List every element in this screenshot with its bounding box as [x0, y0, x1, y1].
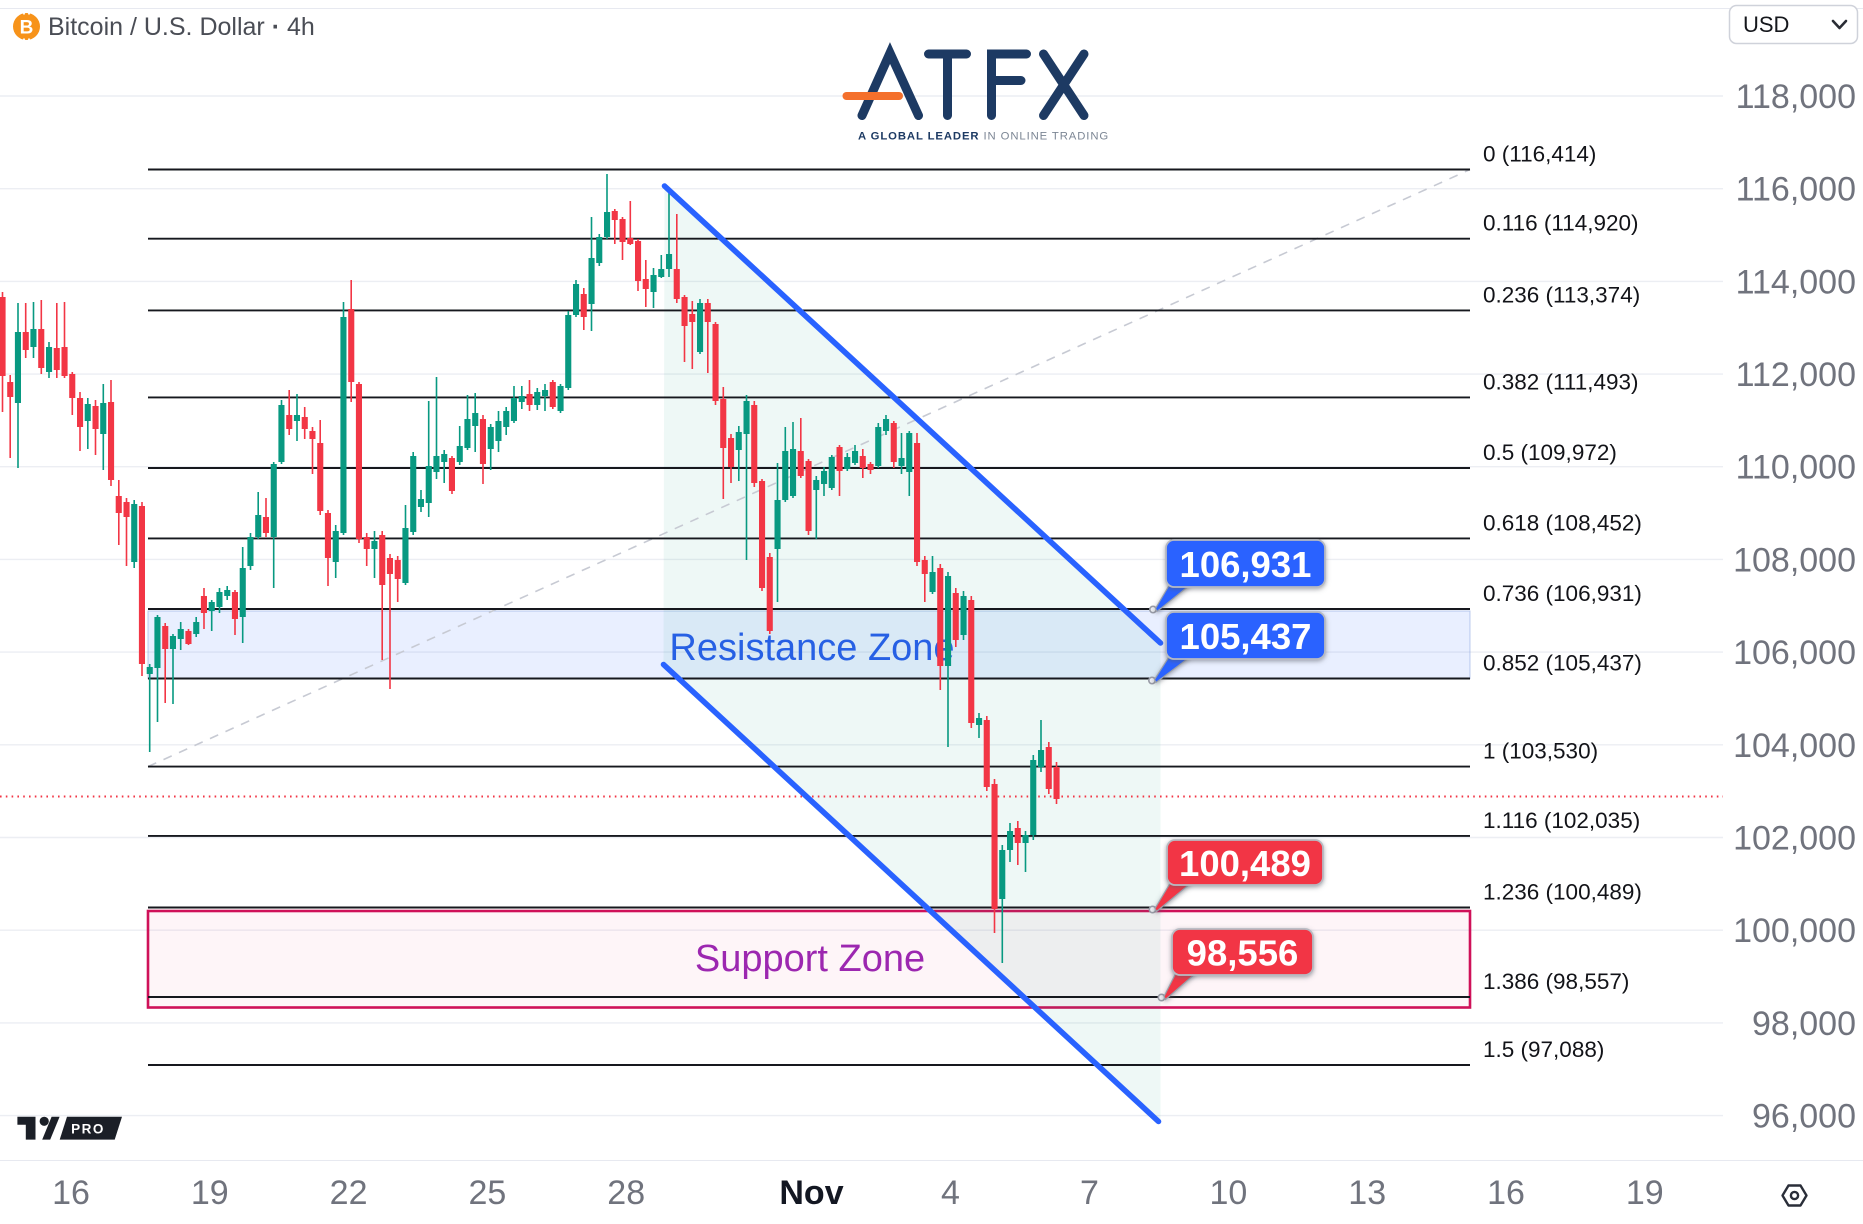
svg-text:A GLOBAL LEADER IN ONLINE TRAD: A GLOBAL LEADER IN ONLINE TRADING	[858, 131, 1109, 143]
svg-text:0.236 (113,374): 0.236 (113,374)	[1483, 282, 1640, 307]
svg-text:PRO: PRO	[71, 1122, 105, 1137]
svg-text:Resistance Zone: Resistance Zone	[669, 627, 954, 669]
svg-text:25: 25	[468, 1174, 506, 1212]
svg-text:1.5 (97,088): 1.5 (97,088)	[1483, 1037, 1604, 1062]
svg-text:1.386 (98,557): 1.386 (98,557)	[1483, 969, 1629, 994]
svg-text:0.116 (114,920): 0.116 (114,920)	[1483, 211, 1639, 236]
svg-text:0.382 (111,493): 0.382 (111,493)	[1483, 369, 1639, 394]
svg-text:Support Zone: Support Zone	[695, 938, 925, 980]
svg-text:102,000: 102,000	[1733, 820, 1856, 858]
svg-text:0.852 (105,437): 0.852 (105,437)	[1483, 651, 1642, 676]
svg-text:Bitcoin / U.S. Dollar · 4h: Bitcoin / U.S. Dollar · 4h	[48, 13, 315, 41]
svg-text:96,000: 96,000	[1752, 1098, 1856, 1136]
svg-text:110,000: 110,000	[1736, 449, 1856, 487]
svg-text:0.5 (109,972): 0.5 (109,972)	[1483, 440, 1617, 465]
svg-text:118,000: 118,000	[1736, 78, 1856, 116]
svg-text:106,000: 106,000	[1733, 634, 1856, 672]
svg-text:112,000: 112,000	[1736, 356, 1856, 394]
svg-text:28: 28	[607, 1174, 645, 1212]
svg-text:0.736 (106,931): 0.736 (106,931)	[1483, 581, 1642, 606]
svg-text:116,000: 116,000	[1736, 171, 1856, 209]
svg-text:114,000: 114,000	[1736, 263, 1856, 301]
svg-text:98,000: 98,000	[1752, 1005, 1856, 1043]
svg-text:106,931: 106,931	[1180, 544, 1312, 585]
svg-text:100,000: 100,000	[1733, 912, 1856, 950]
svg-text:98,556: 98,556	[1187, 933, 1299, 974]
svg-text:0 (116,414): 0 (116,414)	[1483, 142, 1596, 167]
svg-text:0.618 (108,452): 0.618 (108,452)	[1483, 510, 1642, 535]
svg-text:104,000: 104,000	[1733, 727, 1856, 765]
svg-text:19: 19	[1626, 1174, 1664, 1212]
svg-text:7: 7	[1080, 1174, 1099, 1212]
svg-text:22: 22	[330, 1174, 368, 1212]
svg-text:1.236 (100,489): 1.236 (100,489)	[1483, 880, 1642, 905]
svg-text:108,000: 108,000	[1733, 541, 1856, 579]
svg-text:1 (103,530): 1 (103,530)	[1483, 739, 1598, 764]
svg-text:16: 16	[52, 1174, 90, 1212]
svg-text:Nov: Nov	[779, 1174, 843, 1212]
svg-text:1.116 (102,035): 1.116 (102,035)	[1483, 808, 1640, 833]
svg-text:19: 19	[191, 1174, 229, 1212]
svg-text:100,489: 100,489	[1179, 843, 1311, 884]
svg-text:4: 4	[941, 1174, 960, 1212]
svg-text:13: 13	[1348, 1174, 1386, 1212]
svg-text:16: 16	[1487, 1174, 1525, 1212]
svg-text:B: B	[20, 18, 34, 39]
svg-text:USD: USD	[1743, 12, 1789, 37]
svg-text:10: 10	[1209, 1174, 1247, 1212]
svg-text:105,437: 105,437	[1180, 616, 1312, 657]
